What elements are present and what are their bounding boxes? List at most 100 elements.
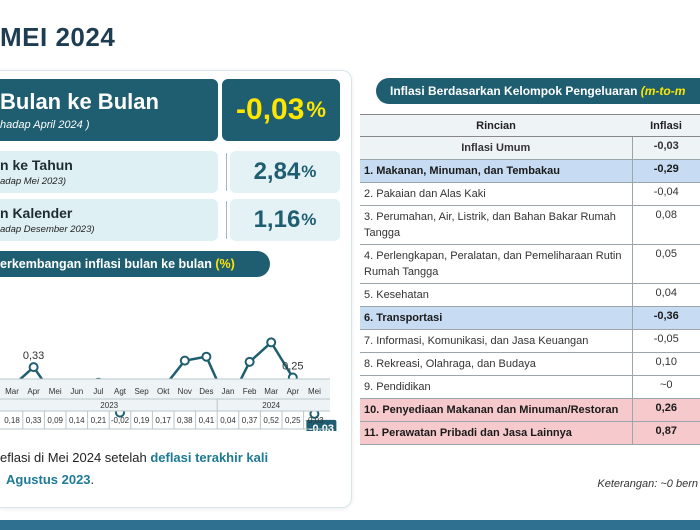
highlight-label-bg <box>306 419 337 431</box>
row-name: 9. Pendidikan <box>360 375 632 399</box>
x-tick-label: Apr <box>27 387 40 396</box>
value-label: -0,03 <box>305 416 324 425</box>
note-text: eflasi di Mei 2024 setelah <box>0 450 151 465</box>
value-label: 0,41 <box>199 416 215 425</box>
row-name: Inflasi Umum <box>360 136 632 160</box>
mtm-value: -0,03% <box>222 79 340 141</box>
row-name: 10. Penyediaan Makanan dan Minuman/Resto… <box>360 398 632 422</box>
chart-heading: erkembangan inflasi bulan ke bulan (%) <box>0 251 270 277</box>
note-highlight: deflasi terakhir kali <box>150 450 269 465</box>
value-label: 0,18 <box>4 416 20 425</box>
mtm-sub: hadap April 2024 ) <box>0 119 90 131</box>
yoy-value: 2,84% <box>230 151 340 193</box>
chart-heading-unit: (%) <box>215 257 235 271</box>
value-label: 0,17 <box>155 416 171 425</box>
point-label: -0,03 <box>309 423 334 431</box>
row-name: 1. Makanan, Minuman, dan Tembakau <box>360 159 632 183</box>
row-name: 6. Transportasi <box>360 306 632 330</box>
point-label: 0,25 <box>282 361 303 373</box>
table-row: 4. Perlengkapan, Peralatan, dan Pemeliha… <box>360 244 700 284</box>
row-name: 3. Perumahan, Air, Listrik, dan Bahan Ba… <box>360 205 632 245</box>
x-tick-label: Sep <box>134 387 149 396</box>
row-value: 0,26 <box>631 398 700 422</box>
data-point <box>179 355 190 366</box>
mtm-label: Bulan ke Bulan <box>0 89 159 114</box>
note-text-end: . <box>90 472 95 487</box>
x-group-label: 2024 <box>262 401 280 410</box>
table-row: 3. Perumahan, Air, Listrik, dan Bahan Ba… <box>360 205 700 245</box>
table-row: Inflasi Umum -0,03 <box>360 136 700 160</box>
divider <box>226 153 227 191</box>
yoy-sub: adap Mei 2023) <box>0 176 67 187</box>
row-name: 2. Pakaian dan Alas Kaki <box>360 182 632 206</box>
mtm-value-number: -0,03 <box>236 93 305 126</box>
x-tick-label: Okt <box>157 387 170 396</box>
row-value: -0,04 <box>631 182 700 206</box>
data-point <box>201 351 212 362</box>
yoy-label: n ke Tahun <box>0 157 73 173</box>
x-tick-label: Jun <box>70 387 83 396</box>
row-value: 0,04 <box>631 283 700 307</box>
x-tick-label: Apr <box>287 387 300 396</box>
value-label: 0,04 <box>220 416 236 425</box>
value-label: -0,02 <box>111 416 130 425</box>
value-label: 0,25 <box>285 416 301 425</box>
row-value: -0,03 <box>631 136 700 160</box>
table-row: 10. Penyediaan Makanan dan Minuman/Resto… <box>360 398 700 422</box>
table-row: 6. Transportasi -0,36 <box>360 306 700 330</box>
table-row: 8. Rekreasi, Olahraga, dan Budaya 0,10 <box>360 352 700 376</box>
mtm-value-unit: % <box>306 97 326 122</box>
x-tick-label: Agt <box>114 387 127 396</box>
yoy-value-unit: % <box>301 162 317 181</box>
note-line-1: eflasi di Mei 2024 setelah deflasi terak… <box>0 447 268 469</box>
yoy-card: n ke Tahun adap Mei 2023) <box>0 151 218 193</box>
row-name: 7. Informasi, Komunikasi, dan Jasa Keuan… <box>360 329 632 353</box>
table-row: 11. Perawatan Pribadi dan Jasa Lainnya 0,… <box>360 421 700 445</box>
table-heading: Inflasi Berdasarkan Kelompok Pengeluaran… <box>376 78 700 104</box>
col-inflasi-header: Inflasi <box>632 114 700 137</box>
row-value: 0,10 <box>631 352 700 376</box>
table-row: 2. Pakaian dan Alas Kaki -0,04 <box>360 182 700 206</box>
value-label: 0,52 <box>263 416 279 425</box>
value-label: 0,21 <box>91 416 107 425</box>
value-label: 0,09 <box>47 416 63 425</box>
expenditure-group-panel: Inflasi Berdasarkan Kelompok Pengeluaran… <box>360 70 700 510</box>
value-label: 0,33 <box>26 416 42 425</box>
value-label: 0,38 <box>177 416 193 425</box>
row-value: ~0 <box>631 375 700 399</box>
mtm-card: Bulan ke Bulan hadap April 2024 ) <box>0 79 218 141</box>
row-value: -0,36 <box>631 306 700 330</box>
x-tick-label: Mar <box>264 387 278 396</box>
table-heading-highlight: (m-to-m <box>640 84 686 98</box>
deflation-note: eflasi di Mei 2024 setelah deflasi terak… <box>0 447 268 491</box>
x-tick-label: Jan <box>222 387 235 396</box>
note-highlight-date: Agustus 2023 <box>6 472 91 487</box>
table-header-row: Rincian Inflasi <box>360 114 700 137</box>
row-name: 5. Kesehatan <box>360 283 632 307</box>
ytd-value: 1,16% <box>230 199 340 241</box>
value-label: 0,19 <box>134 416 150 425</box>
divider <box>226 201 227 239</box>
data-point <box>28 362 39 373</box>
bottom-bar <box>0 520 700 530</box>
chart-heading-text: erkembangan inflasi bulan ke bulan <box>0 257 216 271</box>
ytd-value-number: 1,16 <box>253 206 301 233</box>
page-title: MEI 2024 <box>0 22 116 52</box>
row-value: 0,08 <box>631 205 700 245</box>
x-tick-label: Mei <box>49 387 62 396</box>
mtm-line-chart: 0,330,090,25-0,03Mar0,18Apr0,33Mei0,09Ju… <box>0 337 337 431</box>
inflation-summary-panel: Bulan ke Bulan hadap April 2024 ) -0,03%… <box>0 70 352 508</box>
row-name: 4. Perlengkapan, Peralatan, dan Pemeliha… <box>360 244 632 284</box>
x-tick-label: Mei <box>308 387 321 396</box>
row-value: -0,05 <box>631 329 700 353</box>
value-label: 0,37 <box>242 416 258 425</box>
col-rincian-header: Rincian <box>360 114 632 137</box>
ytd-card: n Kalender adap Desember 2023) <box>0 199 218 241</box>
axis-band <box>0 379 330 411</box>
row-value: 0,87 <box>631 421 700 445</box>
x-group-label: 2023 <box>100 401 118 410</box>
x-tick-label: Mar <box>5 387 19 396</box>
table-row: 1. Makanan, Minuman, dan Tembakau -0,29 <box>360 159 700 183</box>
table-row: 9. Pendidikan ~0 <box>360 375 700 399</box>
ytd-label: n Kalender <box>0 205 73 221</box>
